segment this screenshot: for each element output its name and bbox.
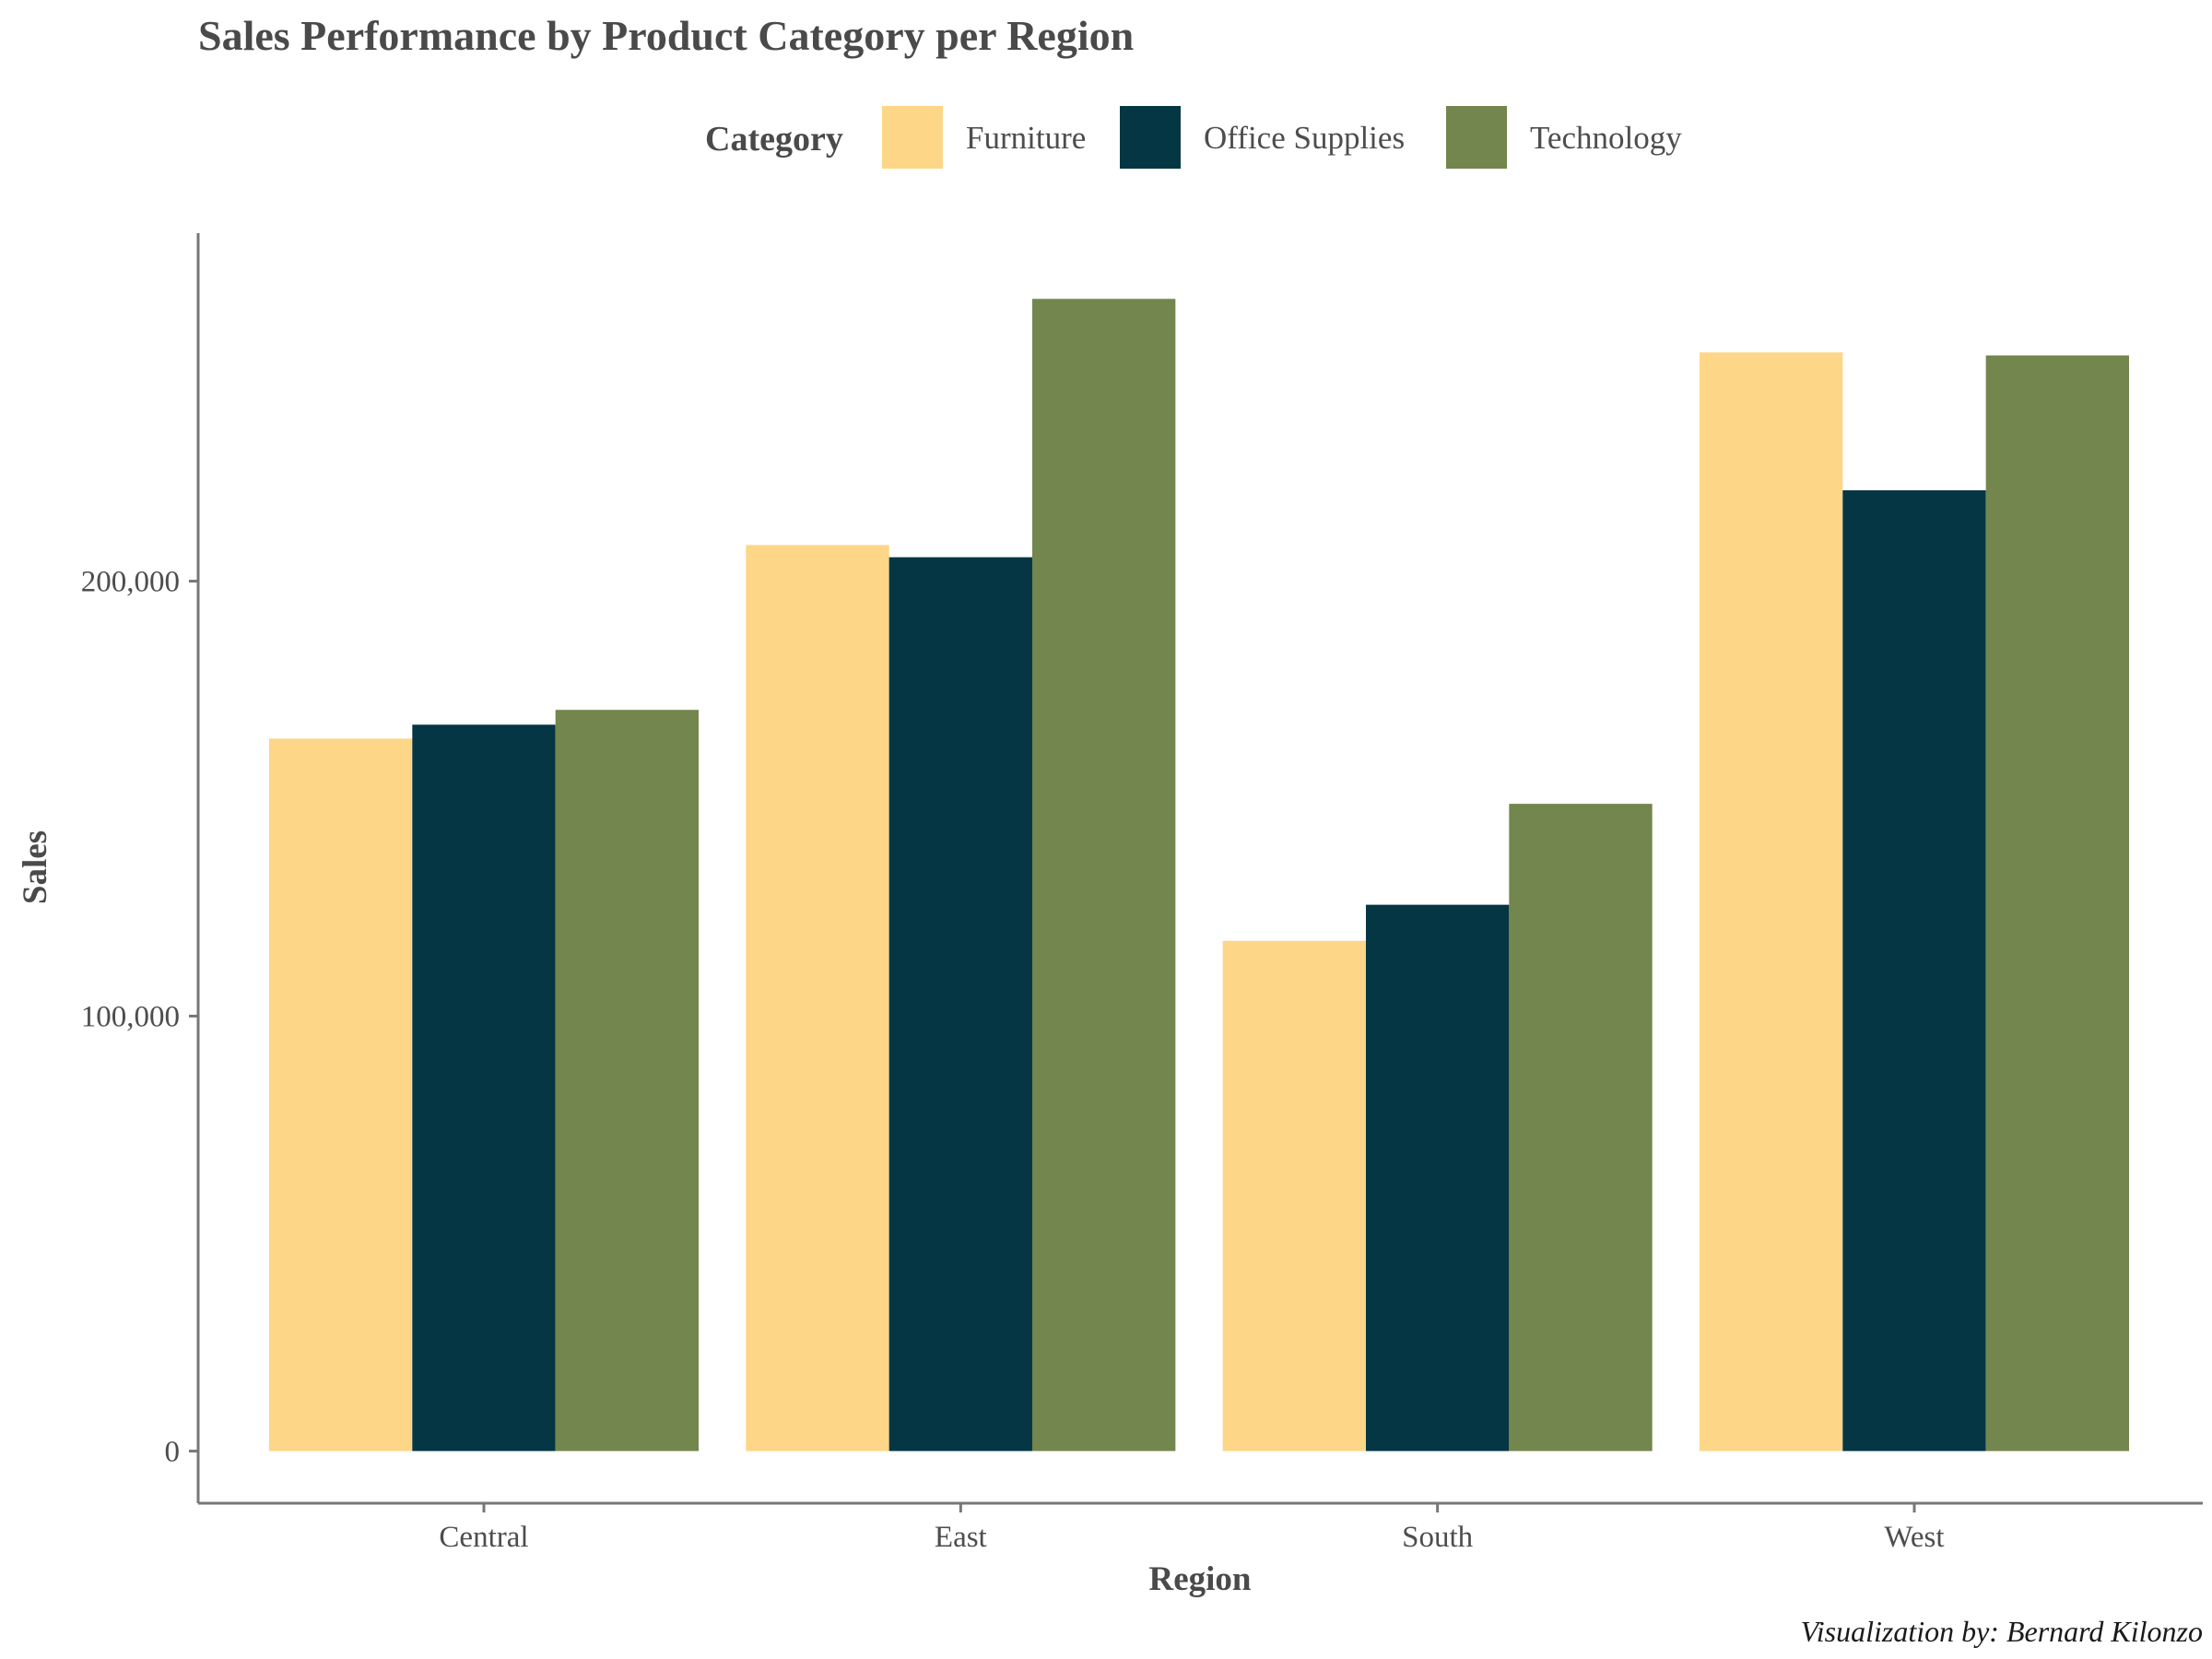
x-tick-label: West	[1884, 1521, 1944, 1554]
bar-west-technology	[1985, 355, 2129, 1452]
caption: Visualization by: Bernard Kilonzo	[1801, 1615, 2203, 1648]
bar-south-technology	[1509, 804, 1653, 1452]
x-tick-label: East	[935, 1521, 987, 1554]
bars	[269, 299, 2129, 1452]
legend-label-office-supplies: Office Supplies	[1204, 120, 1405, 156]
legend-title: Category	[705, 120, 843, 159]
x-tick-label: South	[1402, 1521, 1474, 1554]
legend-swatch-furniture	[882, 106, 943, 169]
bar-central-office-supplies	[412, 724, 556, 1452]
x-axis-title: Region	[1149, 1560, 1252, 1598]
bar-south-furniture	[1222, 940, 1366, 1452]
bar-central-technology	[555, 710, 699, 1452]
legend-label-furniture: Furniture	[966, 120, 1086, 156]
legend-items: Furniture Office Supplies Technology	[882, 106, 1682, 169]
legend-swatch-technology	[1446, 106, 1507, 169]
bar-south-office-supplies	[1365, 904, 1510, 1452]
y-tick-label: 100,000	[81, 1000, 180, 1033]
legend-label-technology: Technology	[1530, 120, 1682, 156]
chart-title: Sales Performance by Product Category pe…	[198, 12, 1134, 59]
y-tick-label: 200,000	[81, 566, 180, 599]
y-axis-title: Sales	[17, 830, 54, 904]
bar-east-furniture	[746, 545, 889, 1452]
bar-east-technology	[1032, 299, 1176, 1452]
legend: Category Furniture Office Supplies Technol…	[705, 106, 1682, 169]
legend-swatch-office-supplies	[1120, 106, 1181, 169]
y-tick-label: 0	[165, 1435, 181, 1468]
bar-west-office-supplies	[1842, 489, 1986, 1452]
bar-east-office-supplies	[888, 557, 1032, 1452]
bar-central-furniture	[269, 738, 413, 1452]
x-tick-label: Central	[439, 1521, 528, 1554]
y-axis-ticks: 0 100,000 200,000	[81, 566, 198, 1468]
bar-west-furniture	[1699, 352, 1843, 1452]
x-axis-ticks: Central East South West	[439, 1503, 1945, 1554]
